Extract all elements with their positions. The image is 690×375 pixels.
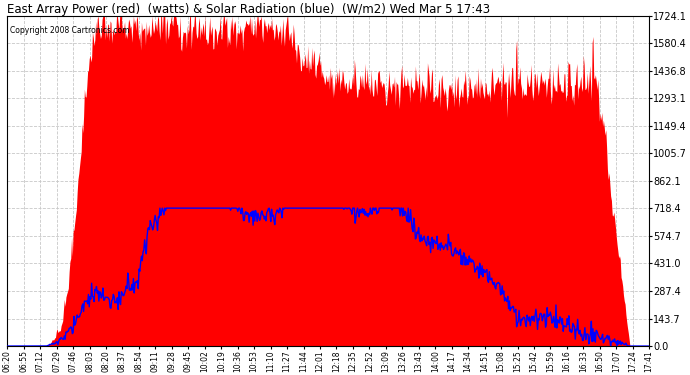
Text: Copyright 2008 Cartronics.com: Copyright 2008 Cartronics.com xyxy=(10,26,130,34)
Text: East Array Power (red)  (watts) & Solar Radiation (blue)  (W/m2) Wed Mar 5 17:43: East Array Power (red) (watts) & Solar R… xyxy=(8,3,491,16)
